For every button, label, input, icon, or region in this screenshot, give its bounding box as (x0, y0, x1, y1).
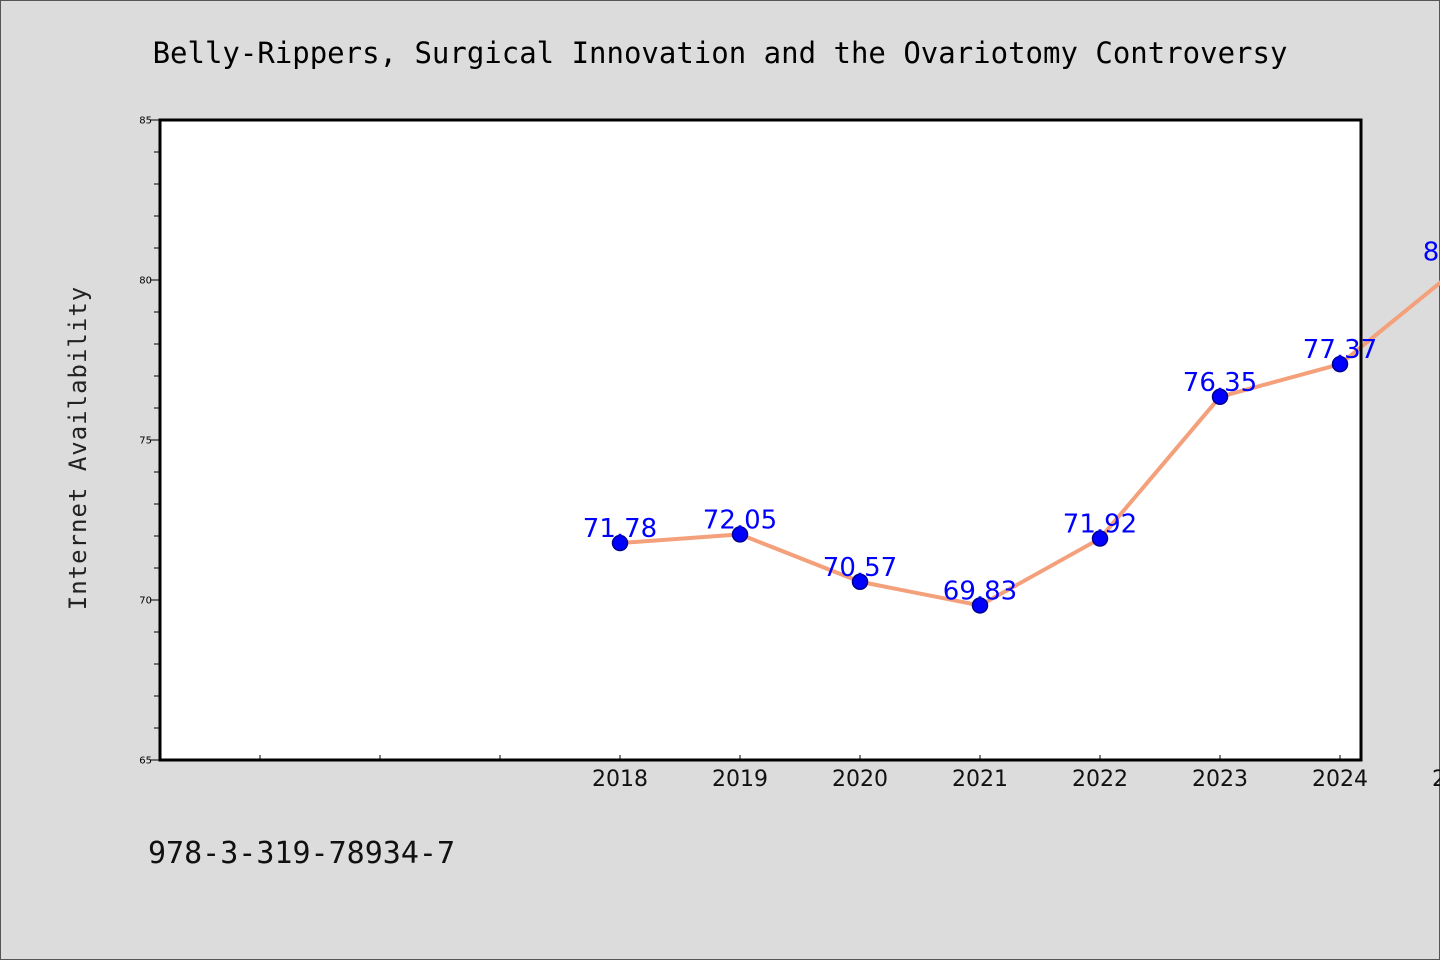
x-tick-label: 2024 (1312, 767, 1368, 792)
y-tick-label: 75 (139, 436, 152, 447)
series-line (618, 280, 1440, 608)
y-axis-label: Internet Availability (64, 286, 92, 610)
data-label: 77.37 (1303, 335, 1377, 365)
plot-area (160, 120, 1361, 760)
y-tick-label: 80 (139, 276, 152, 287)
x-tick-label: 2025 (1432, 767, 1440, 792)
data-label: 76.35 (1183, 368, 1257, 398)
x-tick-label: 2019 (712, 767, 768, 792)
y-tick-label: 65 (139, 756, 152, 767)
y-tick-label: 85 (139, 116, 152, 127)
data-point (1211, 388, 1229, 406)
y-tick-label: 70 (139, 596, 152, 607)
axis-ticks: 65 70 75 80 85 2018 2019 2020 2021 2022 2023 2024 20… (139, 116, 1440, 793)
chart-title: Belly-Rippers, Surgical Innovation and t… (153, 36, 1288, 70)
data-label: 80.42 (1423, 238, 1440, 268)
x-tick-label: 2022 (1072, 767, 1128, 792)
data-label: 69.83 (943, 576, 1017, 606)
data-point (611, 534, 629, 552)
data-label: 72.05 (703, 505, 777, 535)
data-point (731, 526, 749, 543)
data-labels: 71.78 72.05 70.57 69.83 71.92 76.35 77.37 80.42 (583, 238, 1440, 607)
x-tick-label: 2018 (592, 767, 648, 792)
data-point (971, 597, 989, 614)
footer-isbn: 978-3-319-78934-7 (148, 836, 455, 871)
data-point (851, 573, 869, 591)
plot-frame (158, 118, 1363, 762)
series-line-layer (618, 280, 1440, 608)
data-point (1331, 355, 1349, 373)
data-label: 71.78 (583, 514, 657, 544)
x-tick-label: 2023 (1192, 767, 1248, 792)
data-label: 71.92 (1063, 510, 1137, 540)
data-point (1091, 530, 1109, 547)
x-tick-label: 2021 (952, 767, 1008, 792)
data-points (611, 355, 1349, 614)
x-tick-label: 2020 (832, 767, 888, 792)
data-label: 70.57 (823, 553, 897, 583)
